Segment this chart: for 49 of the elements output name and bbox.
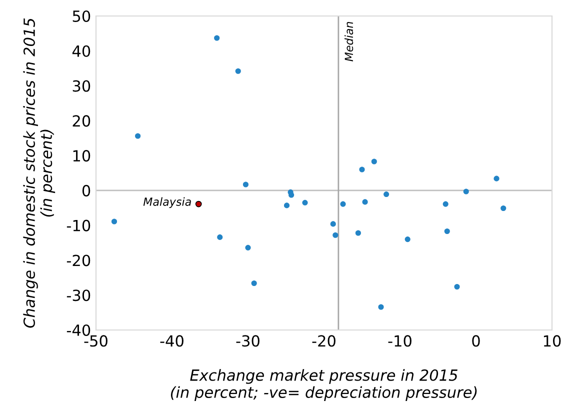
point [245, 244, 251, 250]
x-tick-label: -50 [84, 335, 108, 347]
point [251, 280, 257, 286]
series-label: Malaysia [143, 197, 191, 208]
point [444, 228, 450, 234]
point [500, 205, 506, 212]
x-tick-label: -10 [388, 335, 412, 347]
y-tick-label: -10 [66, 220, 90, 232]
x-tick-label: 0 [472, 335, 480, 347]
point [330, 221, 336, 227]
point [371, 158, 377, 164]
point [362, 199, 368, 205]
y-tick-label: 0 [82, 184, 90, 196]
point [442, 201, 448, 207]
point [494, 176, 500, 182]
y-tick-label: 30 [72, 80, 90, 92]
point [284, 202, 290, 208]
point [332, 232, 338, 238]
x-tick-label: -40 [160, 335, 184, 347]
point [340, 201, 346, 207]
x-tick-label: 10 [544, 335, 561, 347]
y-tick-label: 10 [73, 150, 90, 162]
point [463, 188, 469, 194]
point [235, 68, 241, 74]
point [111, 218, 118, 224]
point [384, 192, 390, 198]
x-tick-label: -20 [312, 335, 336, 347]
point [355, 230, 361, 236]
point [217, 234, 223, 240]
y-tick-label: -40 [66, 324, 90, 336]
x-tick-label: -30 [236, 335, 260, 347]
y-tick-label: 20 [72, 115, 90, 127]
point [302, 200, 308, 206]
y-tick-label: -30 [66, 290, 90, 302]
point [195, 200, 202, 208]
point [288, 192, 294, 198]
point [454, 284, 460, 290]
point [359, 166, 365, 172]
point [404, 236, 410, 242]
y-tick-label: -20 [66, 254, 90, 266]
y-tick-label: 50 [72, 10, 90, 22]
point [242, 182, 248, 188]
point [135, 133, 141, 139]
x-axis-title: Exchange market pressure in 2015 (in percent; -ve= depreciation pressure) [170, 369, 477, 401]
y-axis-title: Change in domestic stock prices in 2015 (in percent) [23, 18, 56, 328]
point [214, 35, 220, 41]
ref-line-label: Median [344, 22, 354, 62]
y-tick-label: 40 [72, 45, 90, 57]
point [378, 304, 384, 310]
